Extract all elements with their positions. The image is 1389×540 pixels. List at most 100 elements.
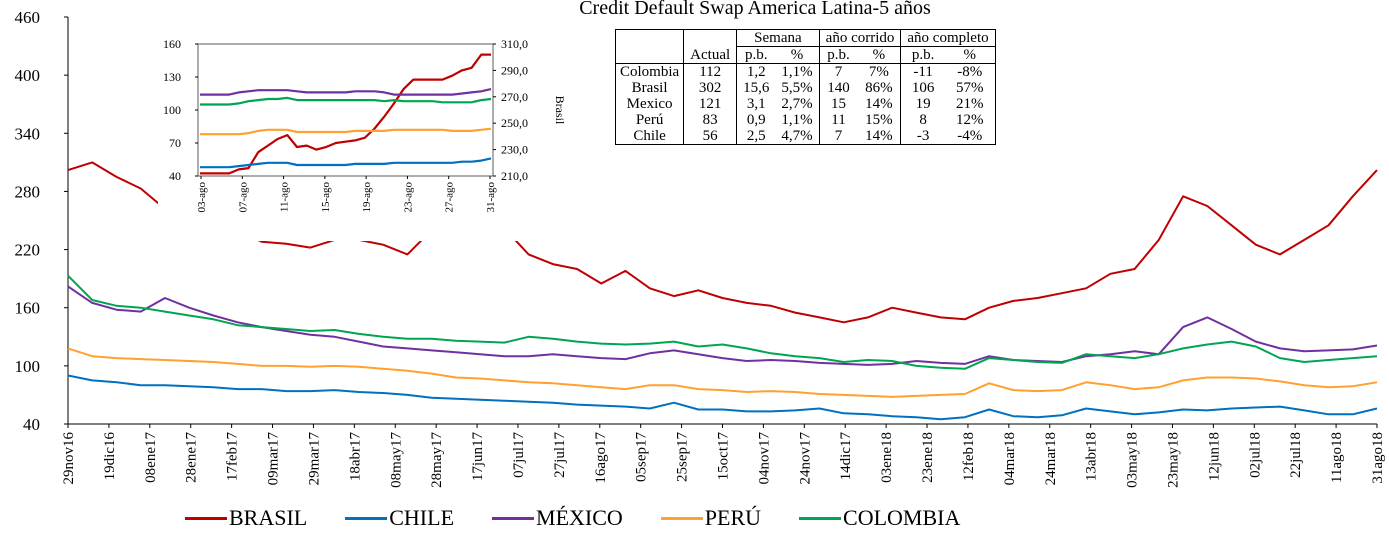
table-cell: 15 [818, 96, 858, 112]
table-cell: -8% [944, 63, 996, 80]
legend-item-brasil: BRASIL [185, 505, 307, 531]
inset-left-tick-label: 160 [163, 37, 181, 51]
table-header-blank [614, 29, 684, 47]
inset-left-tick-label: 130 [163, 70, 181, 84]
table-cell-country: Perú [614, 112, 684, 128]
inset-x-tick-label: 11-ago [279, 182, 291, 213]
inset-left-tick-label: 70 [169, 136, 181, 150]
inset-x-tick-label: 19-ago [361, 182, 373, 213]
x-tick-label: 19dic16 [102, 432, 118, 481]
table-cell: 11 [818, 112, 858, 128]
main-plot: 40 100 160 220 280 340 400 460 29nov16 19dic16 08e… [15, 8, 1387, 488]
inset-x-tick-label: 27-ago [444, 182, 456, 213]
table-cell: 7 [818, 128, 858, 145]
series-line-brasil [67, 161, 1378, 324]
x-tick-label: 28ene17 [184, 432, 200, 483]
table-cell: 3,1 [736, 96, 776, 112]
x-tick-label: 02jul18 [1247, 432, 1263, 478]
x-tick-label: 07jul17 [511, 432, 527, 478]
legend-swatch [492, 516, 535, 520]
table-cell: 7 [818, 63, 858, 80]
chart-title: Credit Default Swap America Latina-5 año… [579, 0, 931, 19]
inset-left-tick-label: 40 [169, 169, 181, 183]
table-cell: 83 [683, 112, 737, 128]
series-line-colombia [67, 274, 1378, 370]
table-cell: 12% [944, 112, 996, 128]
table-cell: 15,6 [736, 80, 776, 96]
legend-label: CHILE [389, 505, 455, 530]
table-cell: 8 [900, 112, 945, 128]
x-tick-label: 31ago18 [1370, 432, 1386, 484]
table-subheader-pct: % [857, 46, 901, 64]
table-cell: 7% [868, 64, 889, 80]
x-tick-label: 03may18 [1125, 432, 1141, 488]
inset-right-tick-label: 310,0 [501, 37, 528, 51]
x-tick-label: 25sep17 [675, 432, 691, 482]
inset-right-axis-label: Brasil [553, 96, 567, 125]
x-tick-label: 04nov17 [756, 432, 772, 485]
inset-right-tick-label: 210,0 [501, 169, 528, 183]
inset-series-line-brasil [200, 53, 491, 175]
inset-x-tick-label: 07-ago [237, 182, 249, 213]
table-cell-country: Colombia [614, 63, 684, 80]
series-line-perú [67, 347, 1378, 398]
table-cell: 140 [818, 80, 858, 96]
table-header-blank [683, 29, 737, 47]
table-row: Chile 56 2,5 4,7% 7 14% -3 -4% [614, 128, 996, 145]
table-subheader-row: Actual p.b. % p.b. % p.b. % [614, 46, 996, 64]
table-cell: -4% [944, 128, 996, 145]
x-tick-label: 05sep17 [634, 432, 650, 482]
legend-item-chile: CHILE [345, 505, 454, 531]
x-tick-label: 24mar18 [1043, 432, 1059, 485]
table-cell: 4,7% [775, 128, 820, 145]
table-cell: -3 [900, 128, 945, 145]
x-tick-label: 15oct17 [716, 432, 732, 481]
legend-item-mexico: MÉXICO [492, 505, 623, 531]
inset-plot: 40 70 100 130 160 210,0 230,0 250,0 270,0 290,0 31… [158, 34, 567, 241]
x-tick-label: 17jun17 [470, 432, 486, 482]
y-tick-label: 100 [15, 357, 41, 376]
table-row: Perú 83 0,9 1,1% 11 15% 8 12% [614, 112, 996, 128]
legend-label: BRASIL [229, 505, 308, 530]
table-cell: 14% [865, 96, 893, 112]
inset-right-tick-label: 270,0 [501, 90, 528, 104]
table-header-semana: Semana [736, 29, 820, 47]
table-cell: 21% [944, 96, 996, 112]
table-cell: 1,1% [781, 64, 813, 80]
legend-swatch [185, 516, 227, 520]
table-cell: 15% [865, 112, 893, 128]
inset-x-tick-label: 23-ago [402, 182, 414, 213]
legend-label: PERÚ [704, 505, 762, 530]
legend-item-colombia: COLOMBIA [799, 505, 960, 531]
x-tick-label: 14dic17 [838, 432, 854, 481]
x-tick-label: 09mar17 [266, 432, 282, 486]
inset-left-tick-label: 100 [163, 103, 181, 117]
inset-series-line-perú [200, 127, 492, 136]
table-subheader-pb: p.b. [818, 46, 858, 64]
inset-x-tick-label: 15-ago [320, 182, 332, 213]
inset-right-tick-label: 230,0 [501, 143, 528, 157]
inset-x-tick-label: 03-ago [196, 182, 208, 213]
y-tick-label: 280 [15, 182, 41, 201]
x-tick-label: 28may17 [429, 432, 445, 488]
x-tick-label: 29mar17 [306, 432, 322, 486]
y-tick-label: 460 [15, 8, 41, 27]
table-cell: 56 [683, 128, 737, 145]
x-tick-label: 11ago18 [1329, 432, 1345, 483]
table-cell: 1,1% [781, 112, 813, 128]
x-tick-label: 08may17 [388, 432, 404, 488]
table-cell: 121 [683, 96, 737, 112]
stats-table: Semana año corrido año completo Actual p… [614, 29, 996, 145]
table-cell: 19 [900, 96, 945, 112]
table-cell: 14% [857, 128, 901, 145]
legend-swatch [660, 516, 703, 520]
table-header-ano-completo: año completo [900, 29, 996, 47]
x-tick-label: 03ene18 [879, 432, 895, 483]
legend-label: MÉXICO [536, 505, 623, 530]
table-subheader-pb: p.b. [736, 46, 776, 64]
x-tick-label: 17feb17 [225, 432, 241, 482]
x-tick-label: 04mar18 [1002, 432, 1018, 485]
inset-right-tick-label: 290,0 [501, 63, 528, 77]
inset-series-line-colombia [200, 96, 492, 106]
